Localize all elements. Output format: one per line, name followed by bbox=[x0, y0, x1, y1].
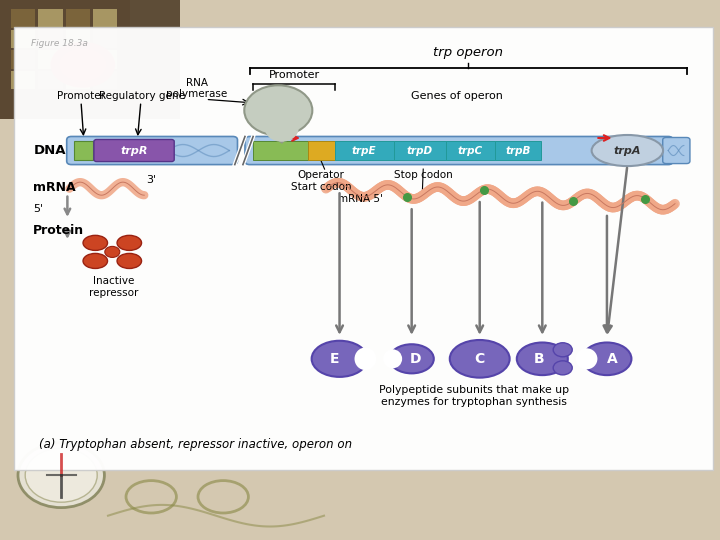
Ellipse shape bbox=[312, 341, 367, 377]
Bar bbox=[11, 30, 35, 48]
Text: C: C bbox=[474, 352, 485, 366]
Bar bbox=[0, 0, 130, 119]
Text: trpE: trpE bbox=[352, 146, 377, 156]
Bar bbox=[66, 9, 90, 28]
FancyBboxPatch shape bbox=[74, 141, 94, 159]
Ellipse shape bbox=[450, 340, 510, 377]
Text: Regulatory gene: Regulatory gene bbox=[99, 91, 185, 102]
Text: Promoter: Promoter bbox=[57, 91, 105, 102]
Text: trp operon: trp operon bbox=[433, 46, 503, 59]
Text: E: E bbox=[329, 352, 339, 366]
FancyBboxPatch shape bbox=[253, 141, 307, 159]
Text: Inactive
repressor: Inactive repressor bbox=[89, 276, 138, 298]
Ellipse shape bbox=[105, 246, 120, 258]
Ellipse shape bbox=[383, 349, 402, 368]
Ellipse shape bbox=[553, 343, 572, 357]
Text: Operator: Operator bbox=[298, 170, 345, 180]
Bar bbox=[0, 0, 180, 119]
Bar bbox=[93, 30, 117, 48]
Text: Promoter: Promoter bbox=[269, 70, 320, 80]
Text: trpD: trpD bbox=[407, 146, 433, 156]
Ellipse shape bbox=[390, 345, 433, 373]
FancyBboxPatch shape bbox=[335, 141, 394, 159]
Text: DNA: DNA bbox=[33, 144, 66, 157]
Bar bbox=[11, 71, 35, 89]
Ellipse shape bbox=[59, 49, 107, 81]
Ellipse shape bbox=[83, 235, 107, 251]
Ellipse shape bbox=[117, 253, 142, 268]
Bar bbox=[66, 50, 90, 69]
Text: mRNA: mRNA bbox=[33, 181, 76, 194]
Ellipse shape bbox=[25, 448, 97, 502]
Ellipse shape bbox=[83, 253, 107, 268]
Bar bbox=[38, 30, 63, 48]
Bar bbox=[38, 9, 63, 28]
Text: RNA
polymerase: RNA polymerase bbox=[166, 78, 228, 99]
Text: Start codon: Start codon bbox=[291, 182, 351, 192]
Text: Figure 18.3a: Figure 18.3a bbox=[31, 39, 88, 48]
Bar bbox=[93, 71, 117, 89]
FancyBboxPatch shape bbox=[662, 138, 690, 164]
Text: trpC: trpC bbox=[458, 146, 482, 156]
Bar bbox=[14, 27, 713, 470]
Text: 3': 3' bbox=[146, 175, 156, 185]
Ellipse shape bbox=[553, 361, 572, 375]
Ellipse shape bbox=[117, 235, 142, 251]
Text: trpB: trpB bbox=[505, 146, 531, 156]
FancyBboxPatch shape bbox=[307, 141, 335, 159]
Text: D: D bbox=[410, 352, 421, 366]
Text: A: A bbox=[607, 352, 618, 366]
Text: mRNA 5': mRNA 5' bbox=[338, 194, 383, 204]
Ellipse shape bbox=[244, 85, 312, 136]
Ellipse shape bbox=[265, 114, 299, 141]
Ellipse shape bbox=[517, 342, 568, 375]
Text: (a) Tryptophan absent, repressor inactive, operon on: (a) Tryptophan absent, repressor inactiv… bbox=[39, 437, 352, 451]
Ellipse shape bbox=[582, 342, 631, 375]
FancyBboxPatch shape bbox=[394, 141, 446, 159]
Bar bbox=[93, 50, 117, 69]
FancyBboxPatch shape bbox=[67, 137, 238, 165]
Text: Stop codon: Stop codon bbox=[394, 170, 453, 180]
Ellipse shape bbox=[592, 135, 663, 166]
Bar bbox=[38, 71, 63, 89]
FancyBboxPatch shape bbox=[446, 141, 495, 159]
Bar bbox=[38, 50, 63, 69]
Ellipse shape bbox=[18, 443, 104, 508]
Bar bbox=[66, 30, 90, 48]
Bar bbox=[11, 9, 35, 28]
Bar bbox=[11, 50, 35, 69]
Text: trpR: trpR bbox=[120, 146, 148, 156]
Ellipse shape bbox=[50, 42, 115, 87]
Text: 5': 5' bbox=[33, 204, 43, 214]
Text: Genes of operon: Genes of operon bbox=[411, 91, 503, 102]
Ellipse shape bbox=[576, 348, 598, 369]
FancyBboxPatch shape bbox=[245, 137, 673, 165]
Bar bbox=[66, 71, 90, 89]
Text: Polypeptide subunits that make up
enzymes for tryptophan synthesis: Polypeptide subunits that make up enzyme… bbox=[379, 385, 570, 407]
Text: B: B bbox=[534, 352, 544, 366]
Text: trpA: trpA bbox=[613, 146, 641, 156]
Ellipse shape bbox=[354, 348, 377, 370]
FancyBboxPatch shape bbox=[94, 139, 174, 161]
Text: Protein: Protein bbox=[33, 224, 84, 237]
Bar bbox=[93, 9, 117, 28]
FancyBboxPatch shape bbox=[495, 141, 541, 159]
